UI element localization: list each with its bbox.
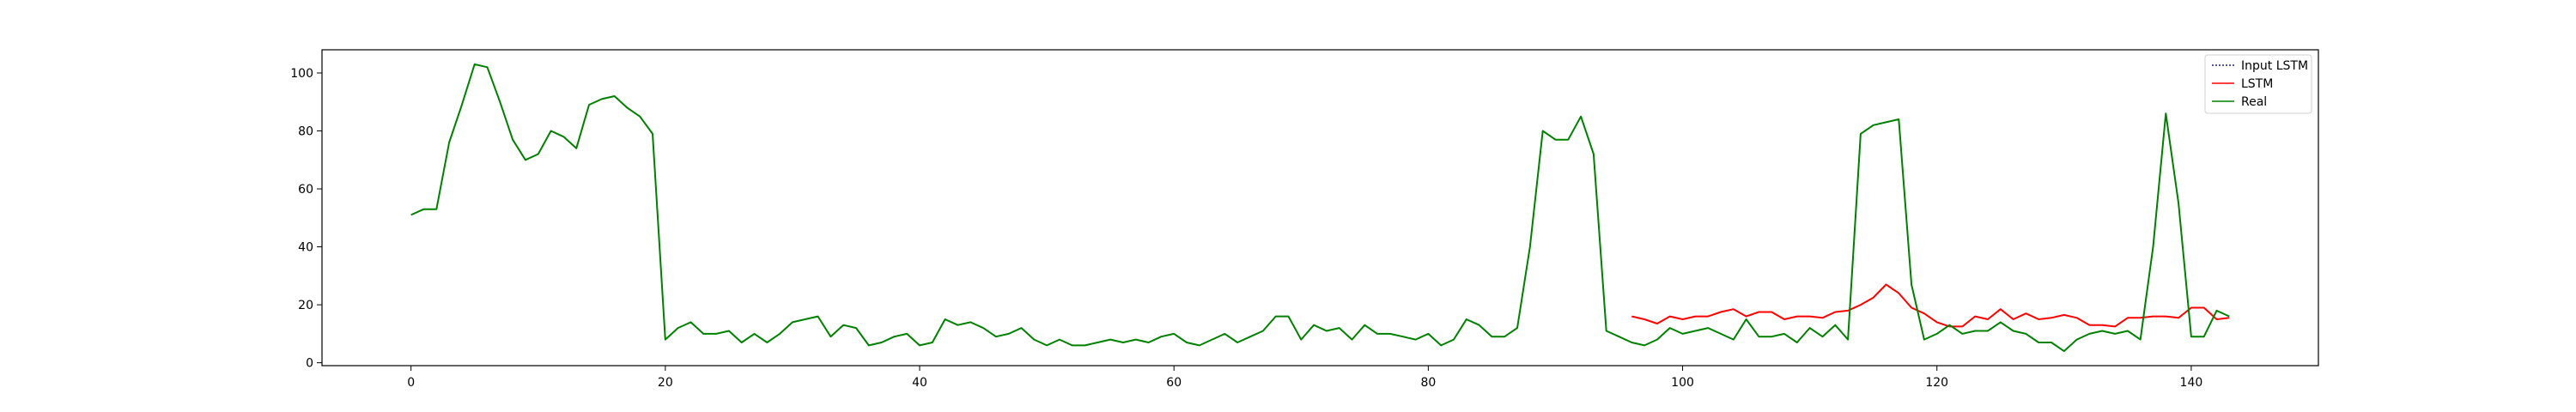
y-tick-label: 0 [306, 357, 313, 371]
legend-label-input-lstm: Input LSTM [2241, 59, 2308, 73]
series-line-lstm [1631, 283, 2230, 328]
y-tick-label: 60 [298, 183, 313, 197]
series-line-real [410, 63, 2230, 353]
series-lines [410, 63, 2230, 353]
legend-label-real: Real [2241, 95, 2267, 109]
x-tick-label: 40 [912, 376, 927, 390]
plot-area: 0 20 40 60 80 100 120 140 0 20 40 60 80 100 [290, 49, 2319, 390]
x-tick-label: 140 [2180, 376, 2203, 390]
y-tick-label: 40 [298, 241, 313, 255]
y-tick-label: 100 [290, 67, 313, 81]
x-tick-label: 60 [1166, 376, 1182, 390]
y-axis: 0 20 40 60 80 100 [290, 67, 322, 371]
y-tick-label: 20 [298, 299, 313, 312]
legend: Input LSTM LSTM Real [2204, 54, 2312, 114]
x-tick-label: 0 [407, 376, 415, 390]
axes-frame [321, 49, 2319, 367]
legend-box [2204, 54, 2312, 114]
x-axis: 0 20 40 60 80 100 120 140 [407, 366, 2202, 390]
y-tick-label: 80 [298, 125, 313, 139]
x-tick-label: 100 [1671, 376, 1694, 390]
x-tick-label: 120 [1925, 376, 1948, 390]
x-tick-label: 80 [1420, 376, 1436, 390]
x-tick-label: 20 [658, 376, 673, 390]
legend-label-lstm: LSTM [2241, 77, 2273, 91]
